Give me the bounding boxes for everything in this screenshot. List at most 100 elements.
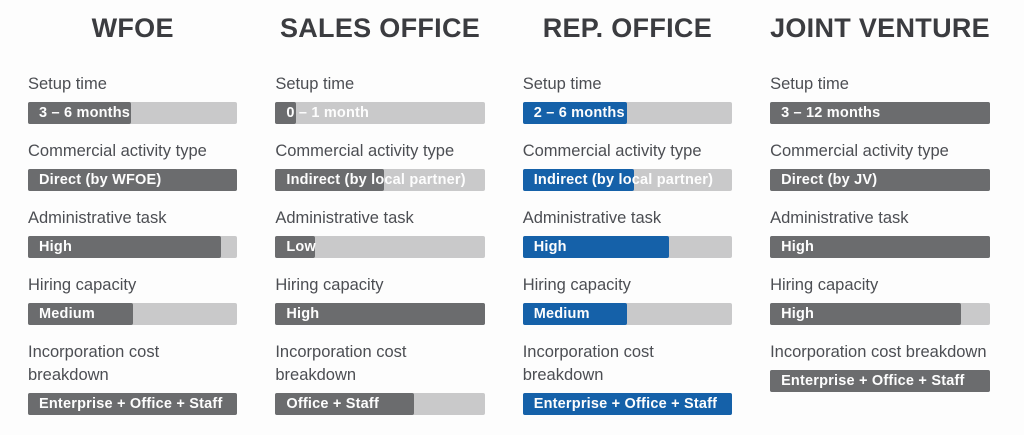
metric-label: Commercial activity type <box>770 142 949 160</box>
bar-value-label: High <box>533 239 567 255</box>
bar-value-label: Medium <box>533 306 590 322</box>
metric-commercial-activity: Commercial activity type Direct (by JV) <box>770 140 990 191</box>
metric-label: Commercial activity type <box>275 142 455 160</box>
bar-fill <box>275 393 414 415</box>
bar-fill <box>770 370 990 392</box>
metric-label: Administrative task <box>275 209 414 227</box>
metric-bar: Indirect (by local partner) <box>275 169 485 191</box>
metric-label: Hiring capacity <box>770 276 879 294</box>
column-rep-office: REP. OFFICE Setup time 2 – 6 months Comm… <box>522 13 733 415</box>
metric-label: Incorporation cost breakdown <box>522 343 654 384</box>
metric-label: Incorporation cost breakdown <box>28 343 160 384</box>
metric-label: Incorporation cost breakdown <box>770 343 987 361</box>
column-wfoe: WFOE Setup time 3 – 6 months Commercial … <box>28 13 238 415</box>
metric-label: Administrative task <box>522 209 662 227</box>
metric-hiring-capacity: Hiring capacity Medium <box>522 274 733 325</box>
bar-fill <box>522 303 628 325</box>
metric-bar: Medium <box>522 303 733 325</box>
bar-fill <box>28 393 238 415</box>
bar-value-label: High <box>781 239 815 255</box>
column-joint-venture: JOINT VENTURE Setup time 3 – 12 months C… <box>770 13 990 415</box>
column-title: JOINT VENTURE <box>770 13 990 43</box>
bar-value-label: Low <box>286 239 316 255</box>
metric-label: Hiring capacity <box>28 276 137 294</box>
bar-fill <box>770 236 990 258</box>
bar-value-label: Office + Staff <box>286 396 379 412</box>
bar-fill <box>770 102 990 124</box>
bar-value-label: Medium <box>39 306 95 322</box>
bar-value-label: High <box>39 239 73 255</box>
column-title: REP. OFFICE <box>542 13 713 43</box>
metric-bar: 3 – 6 months <box>28 102 238 124</box>
metric-administrative-task: Administrative task High <box>28 207 238 258</box>
bar-value-label: High <box>781 306 815 322</box>
metric-label: Setup time <box>522 75 602 93</box>
metric-setup-time: Setup time 3 – 6 months <box>28 73 238 124</box>
metric-administrative-task: Administrative task Low <box>275 207 485 258</box>
bar-fill <box>275 169 385 191</box>
bar-fill <box>522 169 634 191</box>
metric-bar: 3 – 12 months <box>770 102 990 124</box>
metric-bar: Enterprise + Office + Staff <box>522 393 733 415</box>
metric-incorporation-cost: Incorporation cost breakdown Enterprise … <box>522 341 733 415</box>
bar-fill <box>28 236 221 258</box>
bar-fill <box>522 236 670 258</box>
bar-value-label: 0 – 1 month <box>286 105 370 121</box>
bar-fill <box>275 236 316 258</box>
metric-hiring-capacity: Hiring capacity High <box>275 274 485 325</box>
metric-commercial-activity: Commercial activity type Indirect (by lo… <box>522 140 733 191</box>
metric-bar: High <box>770 303 990 325</box>
metric-commercial-activity: Commercial activity type Indirect (by lo… <box>275 140 485 191</box>
metric-bar: Medium <box>28 303 238 325</box>
metric-administrative-task: Administrative task High <box>770 207 990 258</box>
metric-setup-time: Setup time 2 – 6 months <box>522 73 733 124</box>
metric-label: Hiring capacity <box>275 276 384 294</box>
metric-hiring-capacity: Hiring capacity High <box>770 274 990 325</box>
bar-value-label: Enterprise + Office + Staff <box>39 396 223 412</box>
metric-bar: Direct (by JV) <box>770 169 990 191</box>
bar-fill <box>770 303 962 325</box>
bar-fill <box>522 393 733 415</box>
metric-bar: High <box>522 236 733 258</box>
metric-label: Commercial activity type <box>28 142 207 160</box>
metric-setup-time: Setup time 3 – 12 months <box>770 73 990 124</box>
metric-bar: Low <box>275 236 485 258</box>
bar-fill <box>770 169 990 191</box>
metric-label: Incorporation cost breakdown <box>275 343 407 384</box>
metric-bar: Enterprise + Office + Staff <box>28 393 238 415</box>
metric-bar: Indirect (by local partner) <box>522 169 733 191</box>
metric-bar: Office + Staff <box>275 393 485 415</box>
metric-administrative-task: Administrative task High <box>522 207 733 258</box>
bar-value-label: 2 – 6 months <box>533 105 625 121</box>
metric-bar: Enterprise + Office + Staff <box>770 370 990 392</box>
bar-fill <box>28 169 238 191</box>
bar-fill <box>28 102 131 124</box>
metric-incorporation-cost: Incorporation cost breakdown Enterprise … <box>770 341 990 392</box>
bar-value-label: Enterprise + Office + Staff <box>533 396 718 412</box>
metric-label: Setup time <box>275 75 355 93</box>
bar-value-label: 3 – 6 months <box>39 105 131 121</box>
column-title: SALES OFFICE <box>279 13 481 43</box>
bar-value-label: Enterprise + Office + Staff <box>781 373 965 389</box>
metric-label: Commercial activity type <box>522 142 702 160</box>
bar-value-label: High <box>286 306 320 322</box>
metric-incorporation-cost: Incorporation cost breakdown Enterprise … <box>28 341 238 415</box>
metric-bar: High <box>275 303 485 325</box>
bar-value-label: Indirect (by local partner) <box>286 172 466 188</box>
bar-fill <box>275 102 297 124</box>
metric-bar: High <box>28 236 238 258</box>
metric-label: Setup time <box>770 75 849 93</box>
metric-bar: Direct (by WFOE) <box>28 169 238 191</box>
metric-label: Setup time <box>28 75 107 93</box>
bar-value-label: Direct (by JV) <box>781 172 878 188</box>
metric-bar: High <box>770 236 990 258</box>
metric-label: Hiring capacity <box>522 276 631 294</box>
column-sales-office: SALES OFFICE Setup time 0 – 1 month Comm… <box>275 13 485 415</box>
metric-commercial-activity: Commercial activity type Direct (by WFOE… <box>28 140 238 191</box>
metric-bar: 0 – 1 month <box>275 102 485 124</box>
bar-value-label: 3 – 12 months <box>781 105 881 121</box>
metric-label: Administrative task <box>770 209 909 227</box>
bar-fill <box>275 303 485 325</box>
bar-value-label: Direct (by WFOE) <box>39 172 162 188</box>
